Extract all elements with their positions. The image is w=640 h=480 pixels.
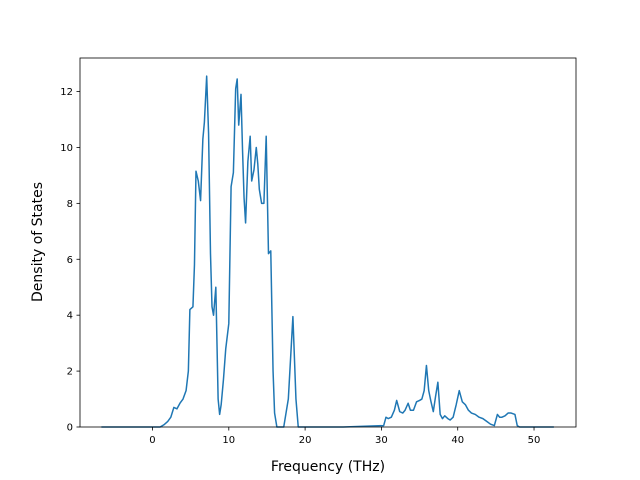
series-line-0 — [101, 75, 554, 428]
x-tick-label: 10 — [222, 435, 235, 446]
y-tick-label: 0 — [67, 423, 73, 434]
y-tick-label: 10 — [60, 143, 73, 154]
x-axis-title: Frequency (THz) — [271, 459, 385, 475]
y-tick-label: 12 — [60, 87, 73, 98]
x-tick-label: 40 — [451, 435, 464, 446]
plot-area — [79, 57, 577, 428]
x-tick-label: 0 — [149, 435, 155, 446]
x-tick-label: 20 — [299, 435, 312, 446]
y-tick-label: 4 — [67, 311, 73, 322]
y-axis-ticks: 0 2 4 6 8 10 12 — [60, 87, 80, 434]
y-tick-label: 2 — [67, 367, 73, 378]
x-tick-label: 50 — [528, 435, 541, 446]
y-tick-label: 8 — [67, 199, 73, 210]
y-tick-label: 6 — [67, 255, 73, 266]
axes-frame — [79, 57, 577, 428]
x-tick-label: 30 — [375, 435, 388, 446]
x-axis-ticks: 0 10 20 30 40 50 — [149, 427, 540, 446]
y-axis-title: Density of States — [30, 182, 46, 302]
